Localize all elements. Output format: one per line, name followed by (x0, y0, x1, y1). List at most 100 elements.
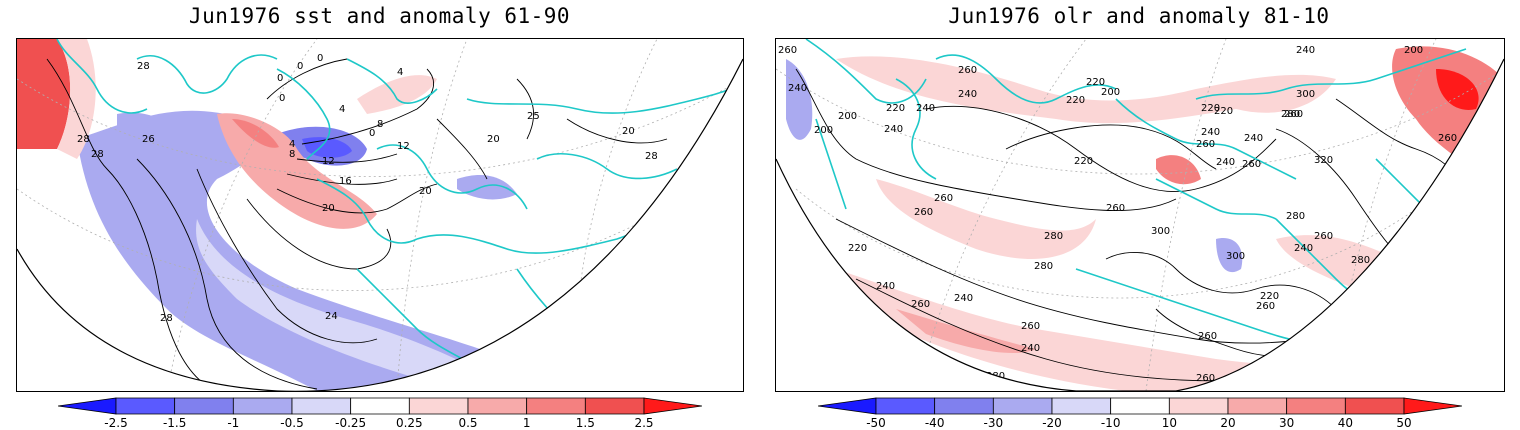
svg-text:320: 320 (1314, 155, 1333, 166)
sst-colorbar-swatch-5 (350, 397, 410, 415)
olr-colorbar-swatch-8 (1286, 397, 1346, 415)
svg-text:220: 220 (1086, 77, 1105, 88)
svg-text:260: 260 (1284, 109, 1303, 120)
olr-colorbar-label-5: 10 (1161, 416, 1177, 430)
olr-colorbar-label-1: -40 (924, 416, 945, 430)
svg-text:220: 220 (1074, 156, 1093, 167)
svg-text:4: 4 (339, 104, 345, 115)
svg-text:200: 200 (838, 111, 857, 122)
svg-text:220: 220 (1201, 103, 1220, 114)
olr-colorbar-label-4: -10 (1100, 416, 1121, 430)
svg-text:240: 240 (1201, 127, 1220, 138)
svg-text:0: 0 (279, 93, 285, 104)
sst-colorbar-swatch-7 (467, 397, 528, 415)
sst-contours (46, 58, 668, 391)
neg-olr-africa (1216, 238, 1243, 273)
svg-text:280: 280 (1044, 231, 1063, 242)
svg-text:300: 300 (1226, 251, 1245, 262)
svg-text:260: 260 (1196, 373, 1215, 384)
neg-anomaly-med (457, 174, 517, 200)
left-map-title: Jun1976 sst and anomaly 61-90 (188, 4, 571, 28)
sst-colorbar-label-4: -0.25 (335, 416, 367, 430)
pos-anomaly-mid (217, 113, 377, 229)
right-map-title: Jun1976 olr and anomaly 81-10 (948, 4, 1330, 28)
sst-colorbar (57, 396, 703, 420)
svg-text:26: 26 (142, 134, 155, 145)
sst-colorbar-label-0: -2.5 (104, 416, 128, 430)
olr-map-canvas: 260 240 200 200 220 240 240 260 240 220 … (776, 39, 1504, 391)
svg-text:280: 280 (1351, 255, 1370, 266)
svg-text:240: 240 (954, 293, 973, 304)
svg-text:240: 240 (788, 83, 807, 94)
svg-text:28: 28 (137, 61, 150, 72)
svg-text:240: 240 (1244, 133, 1263, 144)
pos-olr-east-core (1436, 69, 1479, 110)
map-boundary-olr (776, 58, 1504, 391)
olr-contour-labels: 260 240 200 200 220 240 240 260 240 220 … (778, 45, 1457, 384)
svg-text:240: 240 (876, 281, 895, 292)
olr-colorbar-label-3: -20 (1042, 416, 1062, 430)
svg-text:300: 300 (1296, 89, 1315, 100)
olr-colorbar-label-6: 20 (1220, 416, 1236, 430)
neg-olr-west (786, 59, 813, 140)
svg-text:300: 300 (1151, 226, 1170, 237)
olr-colorbar-swatch-0 (817, 397, 877, 415)
sst-colorbar-label-8: 1.5 (575, 416, 595, 430)
sst-anomaly-map: 28 28 28 26 28 0 0 0 0 0 4 4 8 4 8 12 16… (16, 38, 744, 392)
svg-text:28: 28 (645, 151, 658, 162)
svg-text:12: 12 (397, 141, 410, 152)
svg-text:260: 260 (1198, 331, 1217, 342)
olr-anomaly-map: 260 240 200 200 220 240 240 260 240 220 … (775, 38, 1505, 392)
olr-colorbar-swatch-9 (1344, 397, 1405, 415)
sst-colorbar-swatch-2 (174, 397, 234, 415)
graticule-olr (776, 39, 1504, 391)
svg-text:260: 260 (1106, 203, 1125, 214)
olr-colorbar-swatch-2 (934, 397, 994, 415)
olr-colorbar-swatch-1 (875, 397, 936, 415)
svg-text:260: 260 (778, 45, 797, 56)
map-boundary (17, 58, 743, 391)
pos-olr-europe (1156, 155, 1201, 185)
svg-text:20: 20 (622, 126, 635, 137)
sst-colorbar-swatch-6 (408, 397, 469, 415)
svg-text:8: 8 (377, 119, 383, 130)
neg-anomaly-atlantic (77, 110, 517, 391)
sst-colorbar-label-7: 1 (522, 416, 531, 430)
olr-colorbar-label-8: 40 (1337, 416, 1353, 430)
olr-colorbar-label-2: -30 (983, 416, 1004, 430)
pos-olr-north (836, 56, 1336, 124)
olr-colorbar-label-9: 50 (1396, 416, 1412, 430)
svg-text:220: 220 (848, 243, 867, 254)
svg-text:20: 20 (419, 186, 432, 197)
svg-text:280: 280 (986, 371, 1005, 382)
sst-colorbar-label-3: -0.5 (280, 416, 304, 430)
svg-text:28: 28 (160, 313, 173, 324)
svg-text:280: 280 (1286, 211, 1305, 222)
olr-colorbar-swatch-6 (1168, 397, 1229, 415)
svg-text:240: 240 (916, 103, 935, 114)
sst-map-canvas: 28 28 28 26 28 0 0 0 0 0 4 4 8 4 8 12 16… (17, 39, 743, 391)
olr-colorbar-label-0: -50 (866, 416, 886, 430)
sst-colorbar-swatch-1 (115, 397, 176, 415)
svg-text:4: 4 (397, 67, 403, 78)
olr-colorbar-swatch-3 (992, 397, 1053, 415)
svg-text:0: 0 (369, 128, 375, 139)
olr-colorbar-swatch-10 (1403, 397, 1463, 415)
svg-text:280: 280 (1034, 261, 1053, 272)
svg-text:220: 220 (1214, 106, 1233, 117)
sst-colorbar-label-1: -1.5 (162, 416, 187, 430)
svg-text:260: 260 (934, 193, 953, 204)
pos-olr-south (836, 269, 1336, 391)
svg-text:260: 260 (1242, 159, 1261, 170)
svg-text:200: 200 (1404, 45, 1423, 56)
svg-text:25: 25 (527, 111, 540, 122)
sst-contour-labels: 28 28 28 26 28 0 0 0 0 0 4 4 8 4 8 12 16… (77, 53, 658, 324)
olr-colorbar-swatch-4 (1051, 397, 1112, 415)
svg-text:260: 260 (914, 207, 933, 218)
pos-anomaly-mid-core (232, 119, 279, 148)
svg-text:12: 12 (322, 156, 335, 167)
svg-text:220: 220 (886, 103, 905, 114)
svg-text:260: 260 (911, 299, 930, 310)
sst-colorbar-label-2: -1 (227, 416, 240, 430)
olr-colorbar-label-7: 30 (1279, 416, 1295, 430)
